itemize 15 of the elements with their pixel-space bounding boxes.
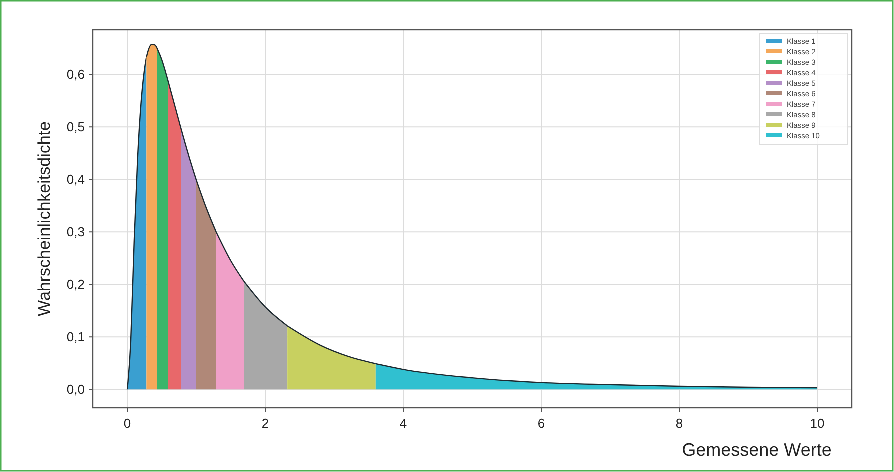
x-axis-title: Gemessene Werte xyxy=(682,440,832,460)
y-tick-label: 0,4 xyxy=(66,172,85,188)
y-tick-label: 0,5 xyxy=(66,120,85,135)
x-tick-label: 0 xyxy=(124,416,132,431)
x-tick-label: 2 xyxy=(262,416,270,431)
y-tick-label: 0,6 xyxy=(66,67,85,82)
x-tick-label: 6 xyxy=(538,416,546,431)
x-tick-label: 8 xyxy=(676,416,684,431)
y-tick-label: 0,2 xyxy=(66,277,85,292)
y-tick-label: 0,1 xyxy=(66,330,85,345)
x-tick-label: 10 xyxy=(810,416,825,431)
y-axis-title: Wahrscheinlichkeitsdichte xyxy=(35,122,54,316)
y-tick-label: 0,3 xyxy=(66,224,85,240)
x-tick-label: 4 xyxy=(400,416,408,431)
y-tick-label: 0,0 xyxy=(66,382,85,398)
